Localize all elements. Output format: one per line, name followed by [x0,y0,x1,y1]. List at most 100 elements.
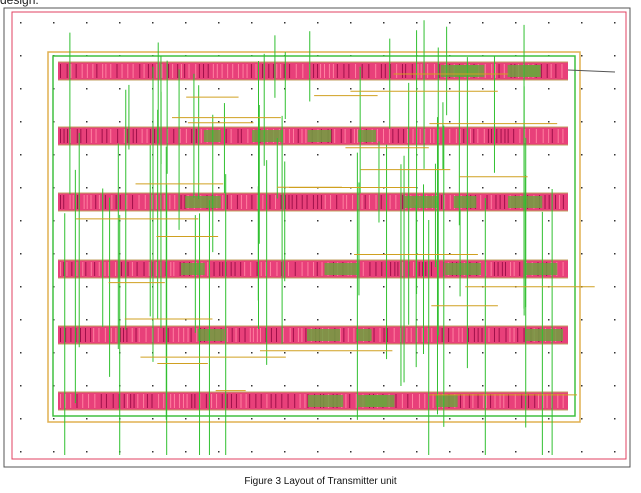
cell-stripe [397,262,399,276]
cell-stripe [424,394,426,408]
cell-stripe [557,394,559,408]
cell-stripe [177,64,179,78]
cell-stripe [405,64,407,78]
cell-stripe [259,328,261,342]
cell-stripe [221,64,223,78]
cell-stripe [562,262,564,276]
cell-stripe [119,195,121,209]
cell-stripe [60,64,61,78]
cell-stripe [245,394,247,408]
cell-stripe [375,195,377,209]
cell-stripe [235,394,237,408]
cell-stripe [232,64,234,78]
grid-dot [515,22,517,24]
cell-stripe [168,64,170,78]
cell-stripe [146,129,148,143]
cell-stripe [90,262,92,276]
grid-dot [614,286,616,288]
grid-dot [383,253,385,255]
cell-stripe [528,129,530,143]
cell-stripe [198,64,200,78]
cell-stripe [195,129,197,143]
cell-stripe [307,262,309,276]
grid-dot [86,352,88,354]
grid-dot [20,418,22,420]
cell-stripe [375,262,377,276]
cell-stripe [80,129,82,143]
grid-dot [449,187,451,189]
grid-dot [482,385,484,387]
grid-dot [614,253,616,255]
cell-stripe [361,64,363,78]
cell-stripe [380,195,382,209]
cell-stripe [394,262,396,276]
cell-block [435,395,458,407]
cell-stripe [397,129,399,143]
cell-stripe [143,262,145,276]
cell-stripe [507,129,509,143]
cell-stripe [321,262,323,276]
cell-stripe [173,262,175,276]
cell-stripe [115,195,117,209]
cell-block [185,196,221,208]
cell-stripe [222,195,224,209]
cell-row [58,259,568,279]
cell-stripe [499,195,501,209]
grid-dot [581,154,583,156]
grid-dot [482,220,484,222]
cell-stripe [132,64,134,78]
cell-stripe [406,328,408,342]
cell-stripe [459,394,461,408]
cell-stripe [131,262,133,276]
cell-stripe [167,129,169,143]
cell-stripe [70,328,72,342]
grid-dot [383,22,385,24]
cell-stripe [431,328,433,342]
cell-block [307,395,344,407]
cell-block [525,65,541,77]
cell-stripe [346,195,348,209]
cell-stripe [139,64,141,78]
cell-stripe [75,64,77,78]
grid-dot [548,319,550,321]
cell-stripe [498,64,500,78]
cell-stripe [102,64,104,78]
cell-stripe [268,64,270,78]
grid-dot [53,22,55,24]
cell-stripe [79,328,81,342]
cell-block [181,263,205,275]
cell-stripe [524,129,526,143]
cell-stripe [438,64,440,78]
grid-dot [185,451,187,453]
cell-stripe [555,195,557,209]
grid-dot [317,352,319,354]
grid-dot [614,418,616,420]
cell-stripe [353,129,355,143]
cell-stripe [230,262,232,276]
cell-stripe [69,195,71,209]
cell-stripe [172,328,174,342]
grid-dot [350,22,352,24]
cell-stripe [230,129,232,143]
grid-dot [251,451,253,453]
grid-dot [284,385,286,387]
grid-dot [614,319,616,321]
cell-stripe [313,262,315,276]
cell-stripe [260,262,262,276]
cell-stripe [402,195,404,209]
cell-stripe [98,328,100,342]
grid-dot [416,319,418,321]
cell-stripe [505,328,507,342]
cell-stripe [368,195,370,209]
cell-stripe [269,262,271,276]
cell-stripe [126,394,128,408]
cell-stripe [163,328,165,342]
cell-stripe [121,64,123,78]
grid-dot [251,418,253,420]
grid-dot [614,154,616,156]
cell-stripe [336,195,338,209]
cell-stripe [332,64,334,78]
cell-stripe [480,195,482,209]
cell-stripe [535,129,537,143]
cell-stripe [305,328,307,342]
